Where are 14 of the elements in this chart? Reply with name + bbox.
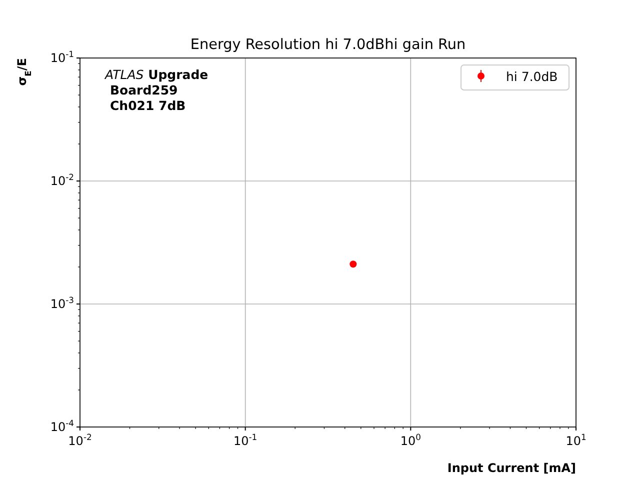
x-tick-label: 10$^{1}$ bbox=[566, 432, 586, 448]
y-tick-label: 10$^{-4}$ bbox=[50, 418, 74, 434]
x-tick-label: 10$^{-1}$ bbox=[234, 432, 258, 448]
y-tick-label: 10$^{-3}$ bbox=[50, 295, 74, 311]
legend-label: hi 7.0dB bbox=[506, 69, 558, 84]
chart-title: Energy Resolution hi 7.0dBhi gain Run bbox=[190, 37, 466, 53]
x-axis-title: Input Current [mA] bbox=[447, 461, 576, 475]
y-tick-label: 10$^{-2}$ bbox=[50, 172, 74, 188]
x-tick-label: 10$^{0}$ bbox=[400, 432, 421, 448]
y-tick-label: 10$^{-1}$ bbox=[50, 49, 74, 65]
annotation: ATLAS Upgrade bbox=[104, 67, 208, 82]
annotation: Ch021 7dB bbox=[110, 98, 186, 113]
x-tick-label: 10$^{-2}$ bbox=[68, 432, 92, 448]
annotation: Board259 bbox=[110, 82, 178, 98]
